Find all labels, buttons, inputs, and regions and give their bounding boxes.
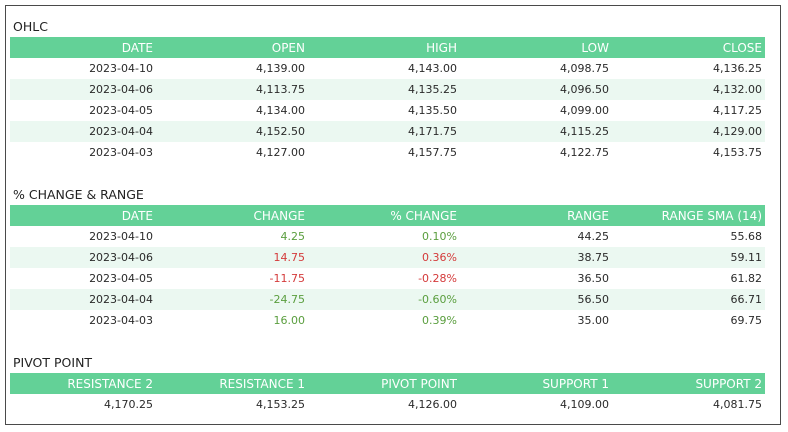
range-value: 38.75 bbox=[460, 247, 612, 268]
range-value: 56.50 bbox=[460, 289, 612, 310]
table-row: 4,170.25 4,153.25 4,126.00 4,109.00 4,08… bbox=[10, 394, 765, 415]
ohlc-title: OHLC bbox=[13, 19, 48, 34]
ohlc-header-date: DATE bbox=[10, 37, 156, 58]
ohlc-date: 2023-04-03 bbox=[89, 146, 153, 159]
table-row: 2023-04-03 16.00 0.39% 35.00 69.75 bbox=[10, 310, 765, 331]
ohlc-date: 2023-04-10 bbox=[89, 62, 153, 75]
change-header-change: CHANGE bbox=[156, 205, 308, 226]
change-pct: 0.36% bbox=[308, 247, 460, 268]
change-pct: 0.39% bbox=[422, 314, 457, 327]
ohlc-low: 4,098.75 bbox=[560, 62, 609, 75]
table-row: 2023-04-03 4,127.00 4,157.75 4,122.75 4,… bbox=[10, 142, 765, 163]
ohlc-header-low: LOW bbox=[460, 37, 612, 58]
resistance-2-value: 4,170.25 bbox=[104, 398, 153, 411]
range-value: 36.50 bbox=[577, 272, 610, 285]
table-row: 2023-04-10 4.25 0.10% 44.25 55.68 bbox=[10, 226, 765, 247]
support-2-value: 4,081.75 bbox=[713, 398, 762, 411]
ohlc-close: 4,132.00 bbox=[612, 79, 765, 100]
change-date: 2023-04-03 bbox=[89, 314, 153, 327]
pivot-header-r2: RESISTANCE 2 bbox=[10, 373, 156, 394]
table-row: 2023-04-04 -24.75 -0.60% 56.50 66.71 bbox=[10, 289, 765, 310]
change-value: -24.75 bbox=[156, 289, 308, 310]
report-frame bbox=[5, 5, 781, 425]
ohlc-low: 4,099.00 bbox=[560, 104, 609, 117]
change-header-sma: RANGE SMA (14) bbox=[612, 205, 765, 226]
pivot-header-r1: RESISTANCE 1 bbox=[156, 373, 308, 394]
range-sma: 66.71 bbox=[612, 289, 765, 310]
change-header-row: DATE CHANGE % CHANGE RANGE RANGE SMA (14… bbox=[10, 205, 765, 226]
change-header-date: DATE bbox=[10, 205, 156, 226]
table-row: 2023-04-10 4,139.00 4,143.00 4,098.75 4,… bbox=[10, 58, 765, 79]
change-pct: -0.60% bbox=[308, 289, 460, 310]
change-pct: 0.10% bbox=[422, 230, 457, 243]
change-range-table: DATE CHANGE % CHANGE RANGE RANGE SMA (14… bbox=[10, 205, 765, 331]
ohlc-high: 4,135.50 bbox=[408, 104, 457, 117]
change-value: 4.25 bbox=[280, 230, 306, 243]
change-date: 2023-04-10 bbox=[89, 230, 153, 243]
ohlc-close: 4,136.25 bbox=[713, 62, 762, 75]
ohlc-open: 4,134.00 bbox=[256, 104, 305, 117]
ohlc-header-high: HIGH bbox=[308, 37, 460, 58]
ohlc-date: 2023-04-04 bbox=[10, 121, 156, 142]
ohlc-close: 4,153.75 bbox=[713, 146, 762, 159]
table-row: 2023-04-06 4,113.75 4,135.25 4,096.50 4,… bbox=[10, 79, 765, 100]
support-1-value: 4,109.00 bbox=[560, 398, 609, 411]
table-row: 2023-04-06 14.75 0.36% 38.75 59.11 bbox=[10, 247, 765, 268]
pivot-header-s1: SUPPORT 1 bbox=[460, 373, 612, 394]
pivot-header-row: RESISTANCE 2 RESISTANCE 1 PIVOT POINT SU… bbox=[10, 373, 765, 394]
ohlc-high: 4,157.75 bbox=[408, 146, 457, 159]
change-pct: -0.28% bbox=[418, 272, 457, 285]
ohlc-close: 4,117.25 bbox=[713, 104, 762, 117]
ohlc-open: 4,139.00 bbox=[256, 62, 305, 75]
change-date: 2023-04-05 bbox=[89, 272, 153, 285]
ohlc-high: 4,171.75 bbox=[308, 121, 460, 142]
resistance-1-value: 4,153.25 bbox=[256, 398, 305, 411]
range-sma: 55.68 bbox=[730, 230, 763, 243]
pivot-header-s2: SUPPORT 2 bbox=[612, 373, 765, 394]
table-row: 2023-04-04 4,152.50 4,171.75 4,115.25 4,… bbox=[10, 121, 765, 142]
ohlc-table: DATE OPEN HIGH LOW CLOSE 2023-04-10 4,13… bbox=[10, 37, 765, 163]
pivot-header-pp: PIVOT POINT bbox=[308, 373, 460, 394]
pivot-title: PIVOT POINT bbox=[13, 355, 93, 370]
change-range-title: % CHANGE & RANGE bbox=[13, 187, 144, 202]
change-value: 14.75 bbox=[156, 247, 308, 268]
pivot-table: RESISTANCE 2 RESISTANCE 1 PIVOT POINT SU… bbox=[10, 373, 765, 415]
pivot-point-value: 4,126.00 bbox=[408, 398, 457, 411]
range-value: 44.25 bbox=[577, 230, 610, 243]
ohlc-open: 4,113.75 bbox=[156, 79, 308, 100]
ohlc-close: 4,129.00 bbox=[612, 121, 765, 142]
range-sma: 61.82 bbox=[730, 272, 763, 285]
ohlc-low: 4,115.25 bbox=[460, 121, 612, 142]
change-header-range: RANGE bbox=[460, 205, 612, 226]
ohlc-header-row: DATE OPEN HIGH LOW CLOSE bbox=[10, 37, 765, 58]
change-date: 2023-04-04 bbox=[10, 289, 156, 310]
ohlc-date: 2023-04-05 bbox=[89, 104, 153, 117]
range-sma: 69.75 bbox=[730, 314, 763, 327]
ohlc-low: 4,096.50 bbox=[460, 79, 612, 100]
ohlc-open: 4,127.00 bbox=[256, 146, 305, 159]
ohlc-header-open: OPEN bbox=[156, 37, 308, 58]
ohlc-open: 4,152.50 bbox=[156, 121, 308, 142]
change-value: -11.75 bbox=[269, 272, 305, 285]
ohlc-high: 4,135.25 bbox=[308, 79, 460, 100]
change-value: 16.00 bbox=[273, 314, 306, 327]
ohlc-low: 4,122.75 bbox=[560, 146, 609, 159]
ohlc-date: 2023-04-06 bbox=[10, 79, 156, 100]
table-row: 2023-04-05 -11.75 -0.28% 36.50 61.82 bbox=[10, 268, 765, 289]
change-date: 2023-04-06 bbox=[10, 247, 156, 268]
ohlc-header-close: CLOSE bbox=[612, 37, 765, 58]
change-header-pct: % CHANGE bbox=[308, 205, 460, 226]
range-sma: 59.11 bbox=[612, 247, 765, 268]
table-row: 2023-04-05 4,134.00 4,135.50 4,099.00 4,… bbox=[10, 100, 765, 121]
ohlc-high: 4,143.00 bbox=[408, 62, 457, 75]
range-value: 35.00 bbox=[577, 314, 610, 327]
